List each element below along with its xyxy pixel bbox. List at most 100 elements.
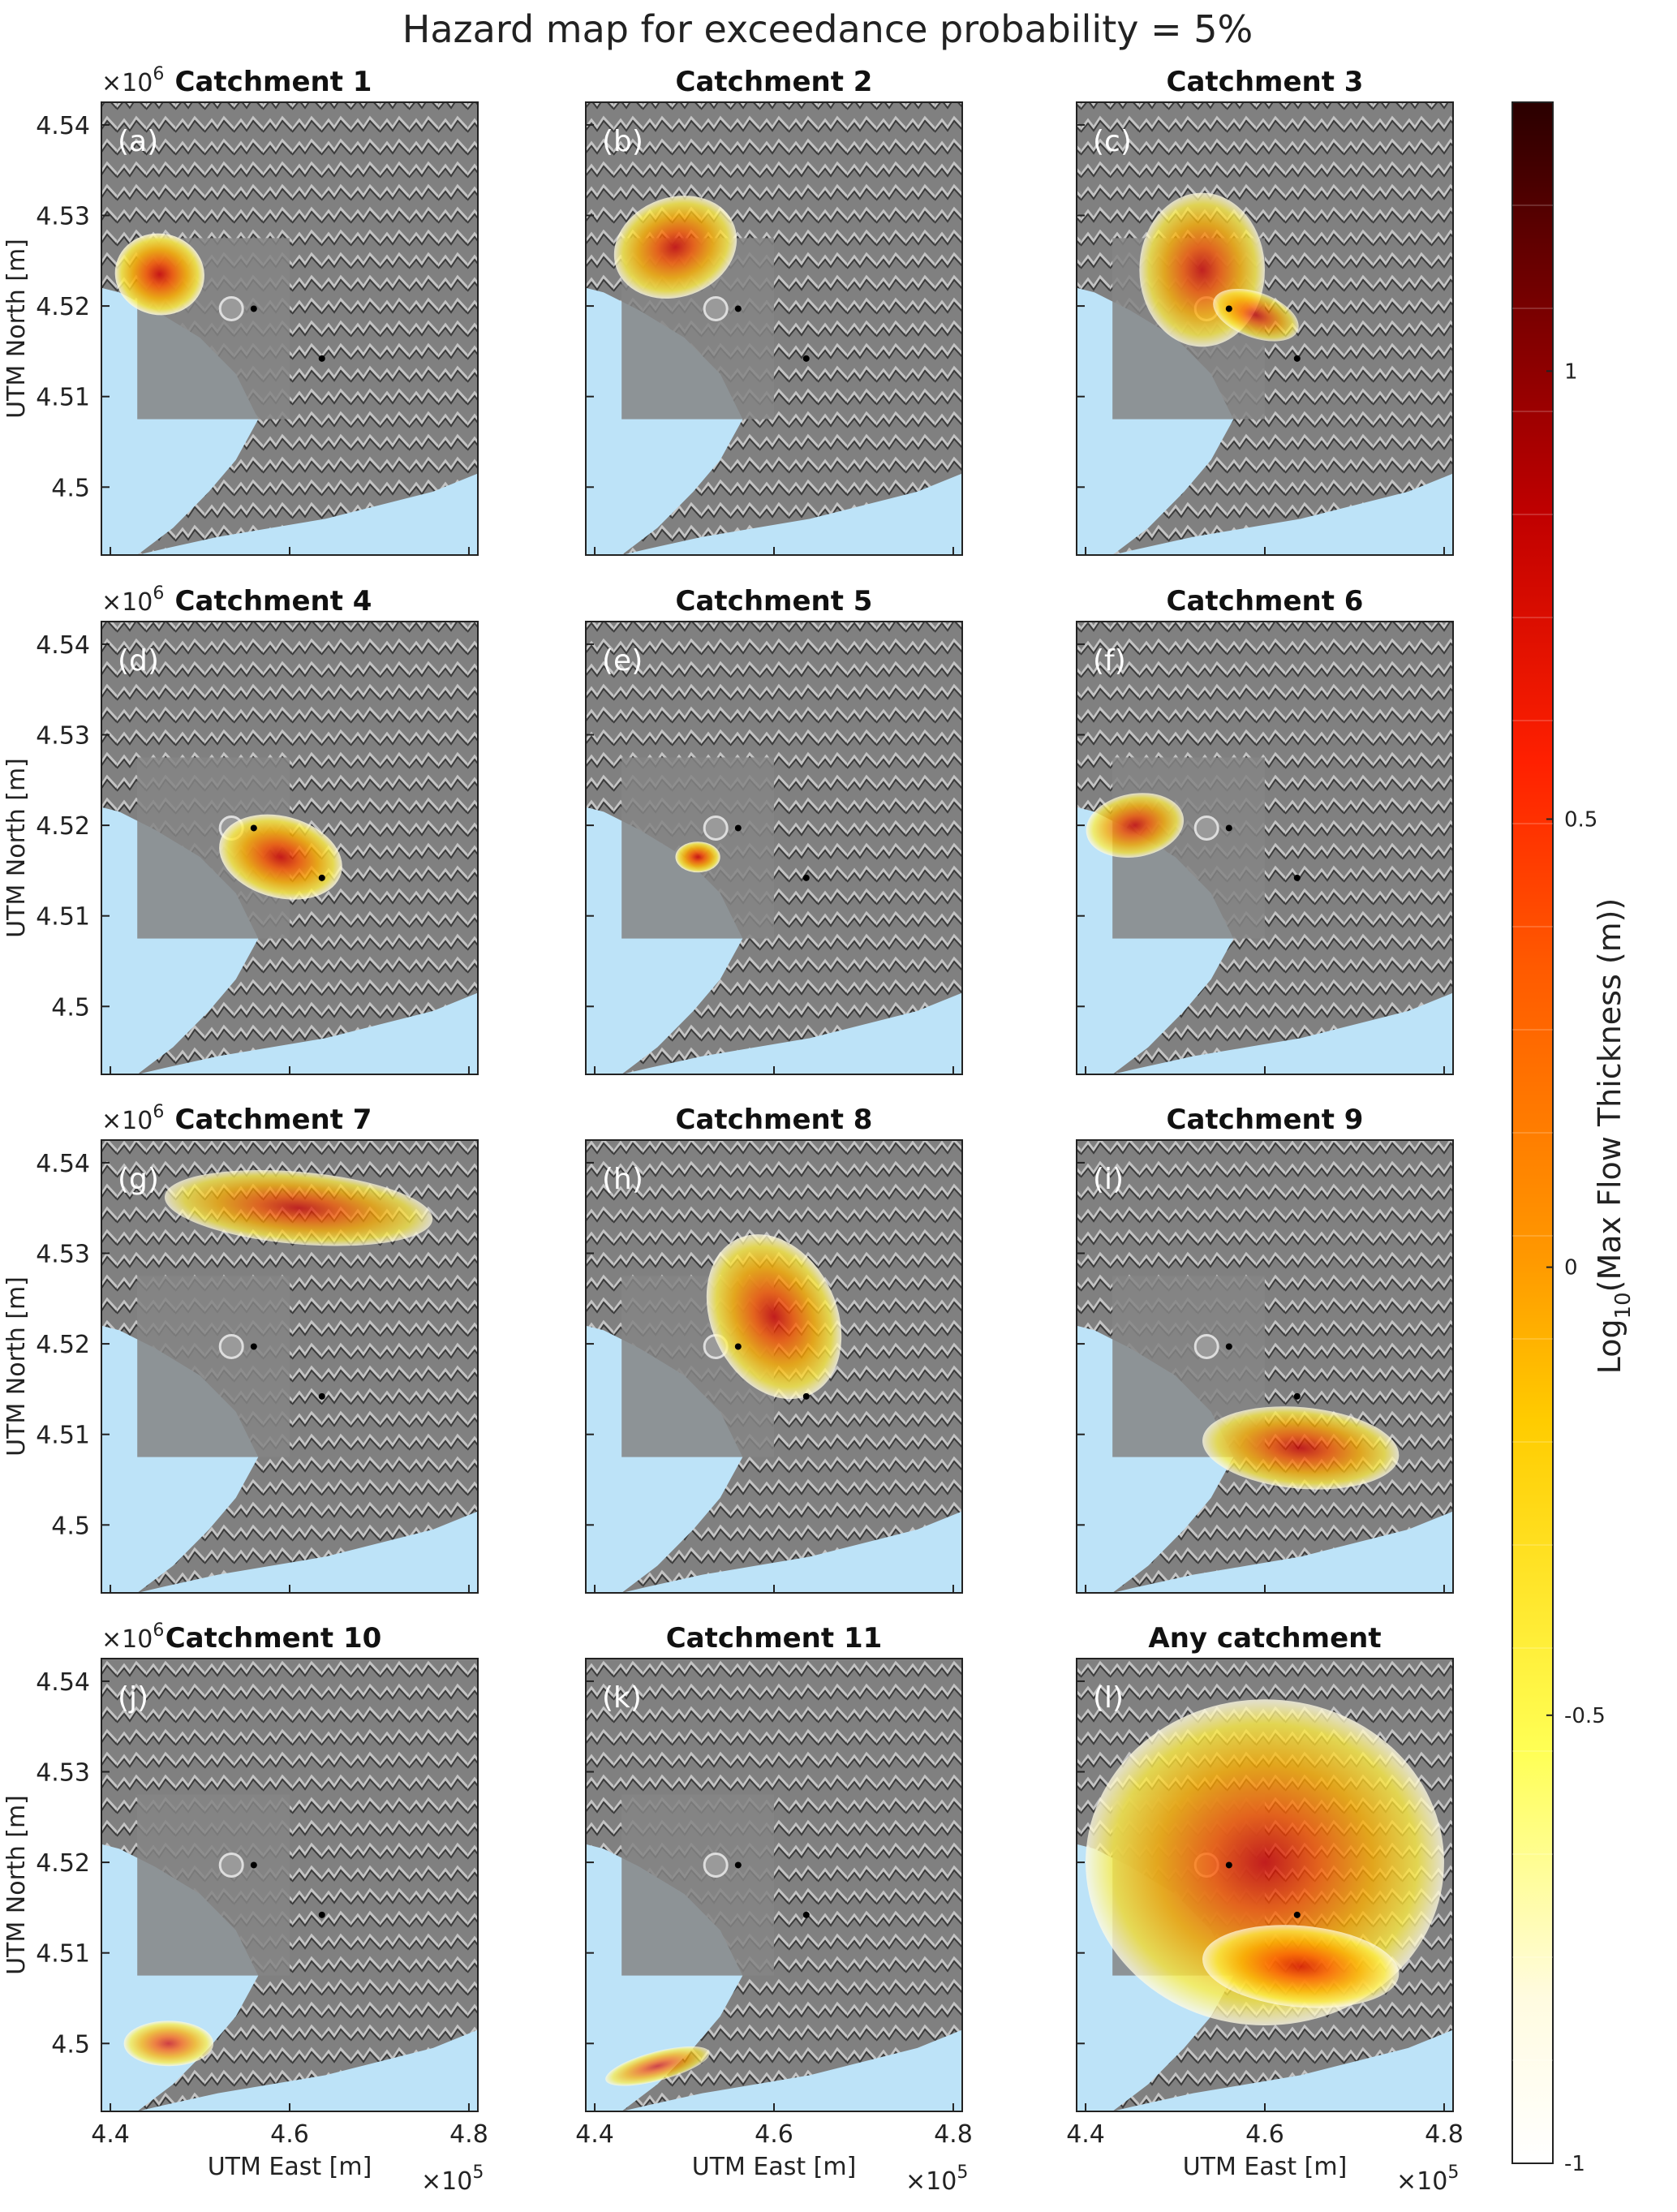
y-scale-exponent: 6 [153,64,164,84]
location-marker [734,305,742,312]
volcano-cone [1193,815,1219,841]
location-marker [1293,1392,1301,1400]
x-tick-label: 4.8 [934,2120,973,2149]
map-panel: (l) Any catchment 4.4 4.6 4.8 UTM East [m] ×10… [1066,1622,1464,2196]
map-panel: (e) Catchment 5 [585,585,963,1075]
y-tick-label: 4.54 [36,631,90,660]
panel-content [586,1659,962,2111]
panel-content [101,1659,478,2111]
panel-title: Catchment 10 [166,1622,382,1655]
figure-title: Hazard map for exceedance probability = … [402,7,1253,51]
map-panel: (d) Catchment 4 4.5 4.51 4.52 4.53 4.54 UTM Nor… [2,583,479,1075]
location-marker [802,355,810,362]
volcano-cone [703,1852,729,1878]
panel-title: Catchment 9 [1167,1104,1364,1136]
y-scale-exponent: 6 [153,583,164,604]
map-panel: (c) Catchment 3 [1076,66,1454,556]
location-marker [1293,355,1301,362]
y-tick-label: 4.51 [36,1422,90,1450]
panel-letter: (e) [602,644,643,678]
y-scale-exponent: 6 [153,1620,164,1641]
map-panel: (b) Catchment 2 [585,66,963,556]
flow-footprint [613,196,737,299]
panel-title: Any catchment [1148,1622,1381,1655]
x-scale-exponent: 5 [957,2163,968,2183]
map-panel: (h) Catchment 8 [585,1104,963,1594]
location-marker [734,1343,742,1350]
colorbar-tick-label: -1 [1564,2152,1585,2176]
location-marker [1225,824,1232,832]
panel-title: Catchment 11 [666,1622,883,1655]
flow-footprint [123,2020,214,2067]
x-scale-multiplier: ×105 [1396,2163,1459,2196]
panel-letter: (l) [1093,1681,1124,1715]
y-tick-label: 4.5 [51,474,90,502]
x-tick-label: 4.6 [270,2120,309,2149]
y-tick-label: 4.5 [51,2030,90,2059]
y-tick-label: 4.52 [36,1331,90,1359]
y-tick-label: 4.51 [36,903,90,932]
location-marker [1225,305,1232,312]
panel-letter: (i) [1093,1163,1124,1196]
location-marker [250,1861,257,1869]
panel-letter: (g) [118,1163,159,1196]
panel-content [101,622,478,1074]
location-marker [250,824,257,832]
panel-title: Catchment 3 [1167,66,1364,98]
map-panel: (j) Catchment 10 4.5 4.51 4.52 4.53 4.54 UTM No… [2,1620,488,2196]
location-marker [250,305,257,312]
location-marker [318,1392,325,1400]
location-marker [250,1343,257,1350]
colorbar-scale [1511,101,1554,2164]
volcano-cone [218,295,244,321]
panel-title: Catchment 1 [175,66,372,98]
colorbar-label: Log10(Max Flow Thickness (m)) [1592,898,1636,1375]
location-marker [318,874,325,881]
panel-content [1077,1659,1453,2111]
colorbar-tick-label: 0 [1564,1256,1578,1280]
panel-title: Catchment 4 [175,585,372,618]
flow-footprint [706,1234,842,1400]
y-tick-label: 4.51 [36,1940,90,1969]
y-tick-label: 4.5 [51,993,90,1022]
flow-footprint [1202,1925,1400,2008]
x-axis-label: UTM East [m] [1183,2153,1348,2181]
panel-title: Catchment 7 [175,1104,372,1136]
panel-letter: (f) [1093,644,1126,678]
x-tick-label: 4.6 [755,2120,793,2149]
x-tick-label: 4.6 [1245,2120,1284,2149]
y-axis-label: UTM North [m] [2,1276,31,1457]
location-marker [1225,1343,1232,1350]
plain-area [137,1276,290,1457]
y-tick-label: 4.53 [36,1759,90,1788]
flow-footprint [1202,1406,1400,1490]
x-axis-label: UTM East [m] [208,2153,372,2181]
x-tick-label: 4.4 [91,2120,130,2149]
x-tick-label: 4.4 [1066,2120,1105,2149]
flow-footprint [675,841,720,873]
x-axis-label: UTM East [m] [692,2153,857,2181]
y-tick-label: 4.54 [36,1668,90,1697]
colorbar-level-lines [1512,204,1553,2061]
panel-content [101,1140,478,1593]
x-scale-multiplier: ×105 [905,2163,968,2196]
y-tick-label: 4.53 [36,1241,90,1269]
volcano-cone [218,1852,244,1878]
map-panel: (g) Catchment 7 4.5 4.51 4.52 4.53 4.54 UTM Nor… [2,1102,479,1594]
y-tick-label: 4.51 [36,384,90,412]
panel-content [101,102,478,555]
location-marker [734,824,742,832]
y-scale-multiplier: ×106 [101,1102,164,1135]
y-tick-label: 4.54 [36,112,90,140]
colorbar-tick-label: 1 [1564,359,1578,384]
volcano-cone [1193,1333,1219,1359]
panel-content [1077,1140,1453,1593]
y-scale-exponent: 6 [153,1102,164,1122]
panel-content [1077,622,1453,1074]
volcano-cone [703,295,729,321]
location-marker [802,874,810,881]
x-scale-exponent: 5 [1447,2163,1459,2183]
panel-title: Catchment 8 [676,1104,873,1136]
y-tick-label: 4.53 [36,722,90,751]
